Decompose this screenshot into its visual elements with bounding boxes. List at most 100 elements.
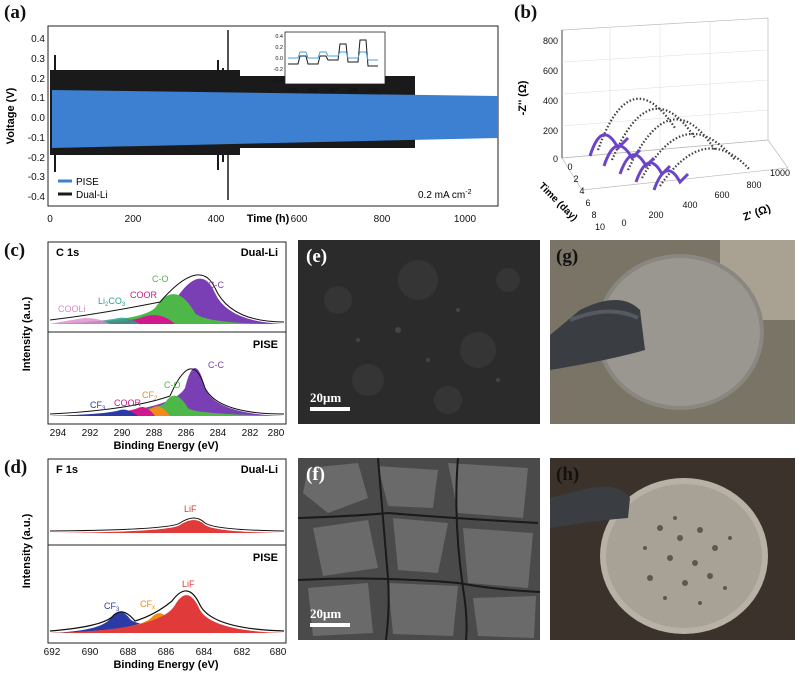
- svg-text:200: 200: [648, 210, 663, 220]
- c-top-peaks: [49, 274, 285, 324]
- svg-text:0.4: 0.4: [275, 34, 283, 40]
- svg-text:600: 600: [291, 214, 308, 225]
- svg-text:457: 457: [328, 88, 337, 94]
- svg-text:-0.2: -0.2: [28, 153, 46, 164]
- svg-text:288: 288: [146, 428, 163, 439]
- c-xlabel: Binding Energy (eV): [113, 440, 218, 452]
- svg-text:6: 6: [585, 198, 590, 208]
- zprime-axis-b: 0 200 400 600 800 1000: [621, 168, 790, 228]
- svg-text:290: 290: [114, 428, 131, 439]
- svg-text:686: 686: [158, 647, 175, 658]
- svg-text:LiF: LiF: [182, 579, 195, 589]
- svg-text:10: 10: [595, 222, 605, 232]
- svg-text:800: 800: [746, 180, 761, 190]
- svg-text:C-O: C-O: [152, 274, 169, 284]
- svg-text:800: 800: [374, 214, 391, 225]
- svg-text:200: 200: [125, 214, 142, 225]
- svg-text:0.4: 0.4: [31, 34, 45, 45]
- svg-text:400: 400: [543, 96, 558, 106]
- d-x-ticks: 692 690 688 686 684 682 680: [44, 647, 287, 658]
- svg-text:0.0: 0.0: [275, 56, 283, 62]
- svg-text:284: 284: [210, 428, 227, 439]
- cfx-label: CFx: [140, 599, 155, 611]
- sem-image-e: (e) 20μm: [298, 240, 540, 424]
- panel-label-c: (c): [4, 240, 26, 261]
- svg-text:400: 400: [208, 214, 225, 225]
- c-bottom-peaks: [49, 368, 285, 416]
- c1s-xps-chart: C 1s Dual-Li PISE C-C C-O COOR Li2CO3 CO…: [21, 241, 287, 452]
- svg-text:1000: 1000: [770, 168, 790, 178]
- z-axis-label-b: -Z'' (Ω): [517, 80, 529, 115]
- photo-h: (h): [550, 458, 795, 640]
- svg-text:Dual-Li: Dual-Li: [76, 190, 108, 201]
- x-axis-a: 0 200 400 600 800 1000: [47, 214, 476, 225]
- panel-label-f: (f): [306, 464, 325, 485]
- d-bottom-peaks: [49, 590, 285, 633]
- z-axis-b: 800 600 400 200 0: [543, 36, 558, 164]
- d-xlabel: Binding Energy (eV): [113, 659, 218, 671]
- cf3-label-c: CF3: [90, 400, 106, 412]
- c-x-ticks: 294 292 290 288 286 284 282 280: [50, 428, 285, 439]
- panel-label-a: (a): [4, 2, 27, 23]
- panel-c: (c) C 1s Dual-Li PISE C-C C-O COOR Li2CO…: [0, 238, 292, 453]
- svg-text:COOLi: COOLi: [58, 304, 86, 314]
- svg-text:684: 684: [196, 647, 213, 658]
- svg-text:0: 0: [621, 218, 626, 228]
- svg-text:459: 459: [368, 88, 377, 94]
- eis-pise-arcs: [588, 133, 690, 191]
- svg-text:-0.1: -0.1: [28, 133, 46, 144]
- svg-text:455: 455: [288, 88, 297, 94]
- svg-text:292: 292: [82, 428, 99, 439]
- f1s-xps-chart: F 1s Dual-Li PISE LiF CF3 CFx LiF Intens…: [21, 458, 287, 671]
- svg-text:C-C: C-C: [208, 280, 224, 290]
- svg-text:C-C: C-C: [208, 360, 224, 370]
- svg-text:600: 600: [543, 66, 558, 76]
- cf3-label-d: CF3: [104, 601, 120, 613]
- eis-3d-chart: 800 600 400 200 0 -Z'' (Ω) 0 2 4: [517, 17, 790, 232]
- panel-label-d: (d): [4, 457, 28, 478]
- svg-text:0: 0: [553, 154, 558, 164]
- svg-text:2: 2: [573, 174, 578, 184]
- c-ylabel: Intensity (a.u.): [21, 296, 33, 371]
- svg-text:0.2: 0.2: [31, 74, 45, 85]
- panel-label-g: (g): [556, 246, 579, 267]
- c1s-title: C 1s: [56, 247, 79, 259]
- d-top-peaks: [49, 517, 285, 533]
- svg-text:1000: 1000: [454, 214, 477, 225]
- time-axis-b: 0 2 4 6 8 10: [567, 162, 605, 232]
- scale-bar-e: 20μm: [310, 390, 350, 411]
- voltage-chart: 0.4 0.3 0.2 0.1 0.0 -0.1 -0.2 -0.3 -0.4 …: [5, 25, 499, 225]
- svg-text:600: 600: [714, 190, 729, 200]
- svg-text:-0.2: -0.2: [274, 67, 283, 73]
- panel-label-e: (e): [306, 246, 328, 267]
- inset-chart-a: 0.4 0.2 0.0 -0.2 -0.4 455 456 457 458 45…: [274, 31, 386, 94]
- svg-text:286: 286: [178, 428, 195, 439]
- svg-text:400: 400: [682, 200, 697, 210]
- panel-label-b: (b): [514, 2, 538, 23]
- svg-text:-0.4: -0.4: [274, 78, 283, 84]
- svg-text:0: 0: [47, 214, 53, 225]
- y-axis-label-a: Voltage (V): [5, 87, 17, 144]
- scale-bar-f: 20μm: [310, 606, 350, 627]
- svg-text:680: 680: [270, 647, 287, 658]
- svg-text:-0.4: -0.4: [28, 192, 46, 203]
- panel-a: (a) 0.4 0.3 0.2 0.1 0.0 -0.1 -0.2 -0.3 -…: [0, 0, 510, 232]
- svg-text:8: 8: [591, 210, 596, 220]
- svg-text:LiF: LiF: [184, 504, 197, 514]
- svg-text:-0.3: -0.3: [28, 172, 46, 183]
- li2co3-label: Li2CO3: [98, 296, 126, 308]
- svg-text:690: 690: [82, 647, 99, 658]
- svg-text:688: 688: [120, 647, 137, 658]
- svg-text:456: 456: [308, 88, 317, 94]
- svg-text:800: 800: [543, 36, 558, 46]
- c-bottom-label: PISE: [253, 339, 278, 351]
- c-top-label: Dual-Li: [241, 247, 278, 259]
- d-bottom-label: PISE: [253, 552, 278, 564]
- current-density-label: 0.2 mA cm-2: [418, 189, 472, 201]
- svg-text:PISE: PISE: [76, 177, 99, 188]
- zprime-axis-label-b: Z' (Ω): [742, 203, 773, 224]
- svg-text:280: 280: [268, 428, 285, 439]
- svg-text:200: 200: [543, 126, 558, 136]
- panel-d: (d) F 1s Dual-Li PISE LiF CF3 CFx LiF In…: [0, 455, 292, 673]
- svg-text:0.3: 0.3: [31, 54, 45, 65]
